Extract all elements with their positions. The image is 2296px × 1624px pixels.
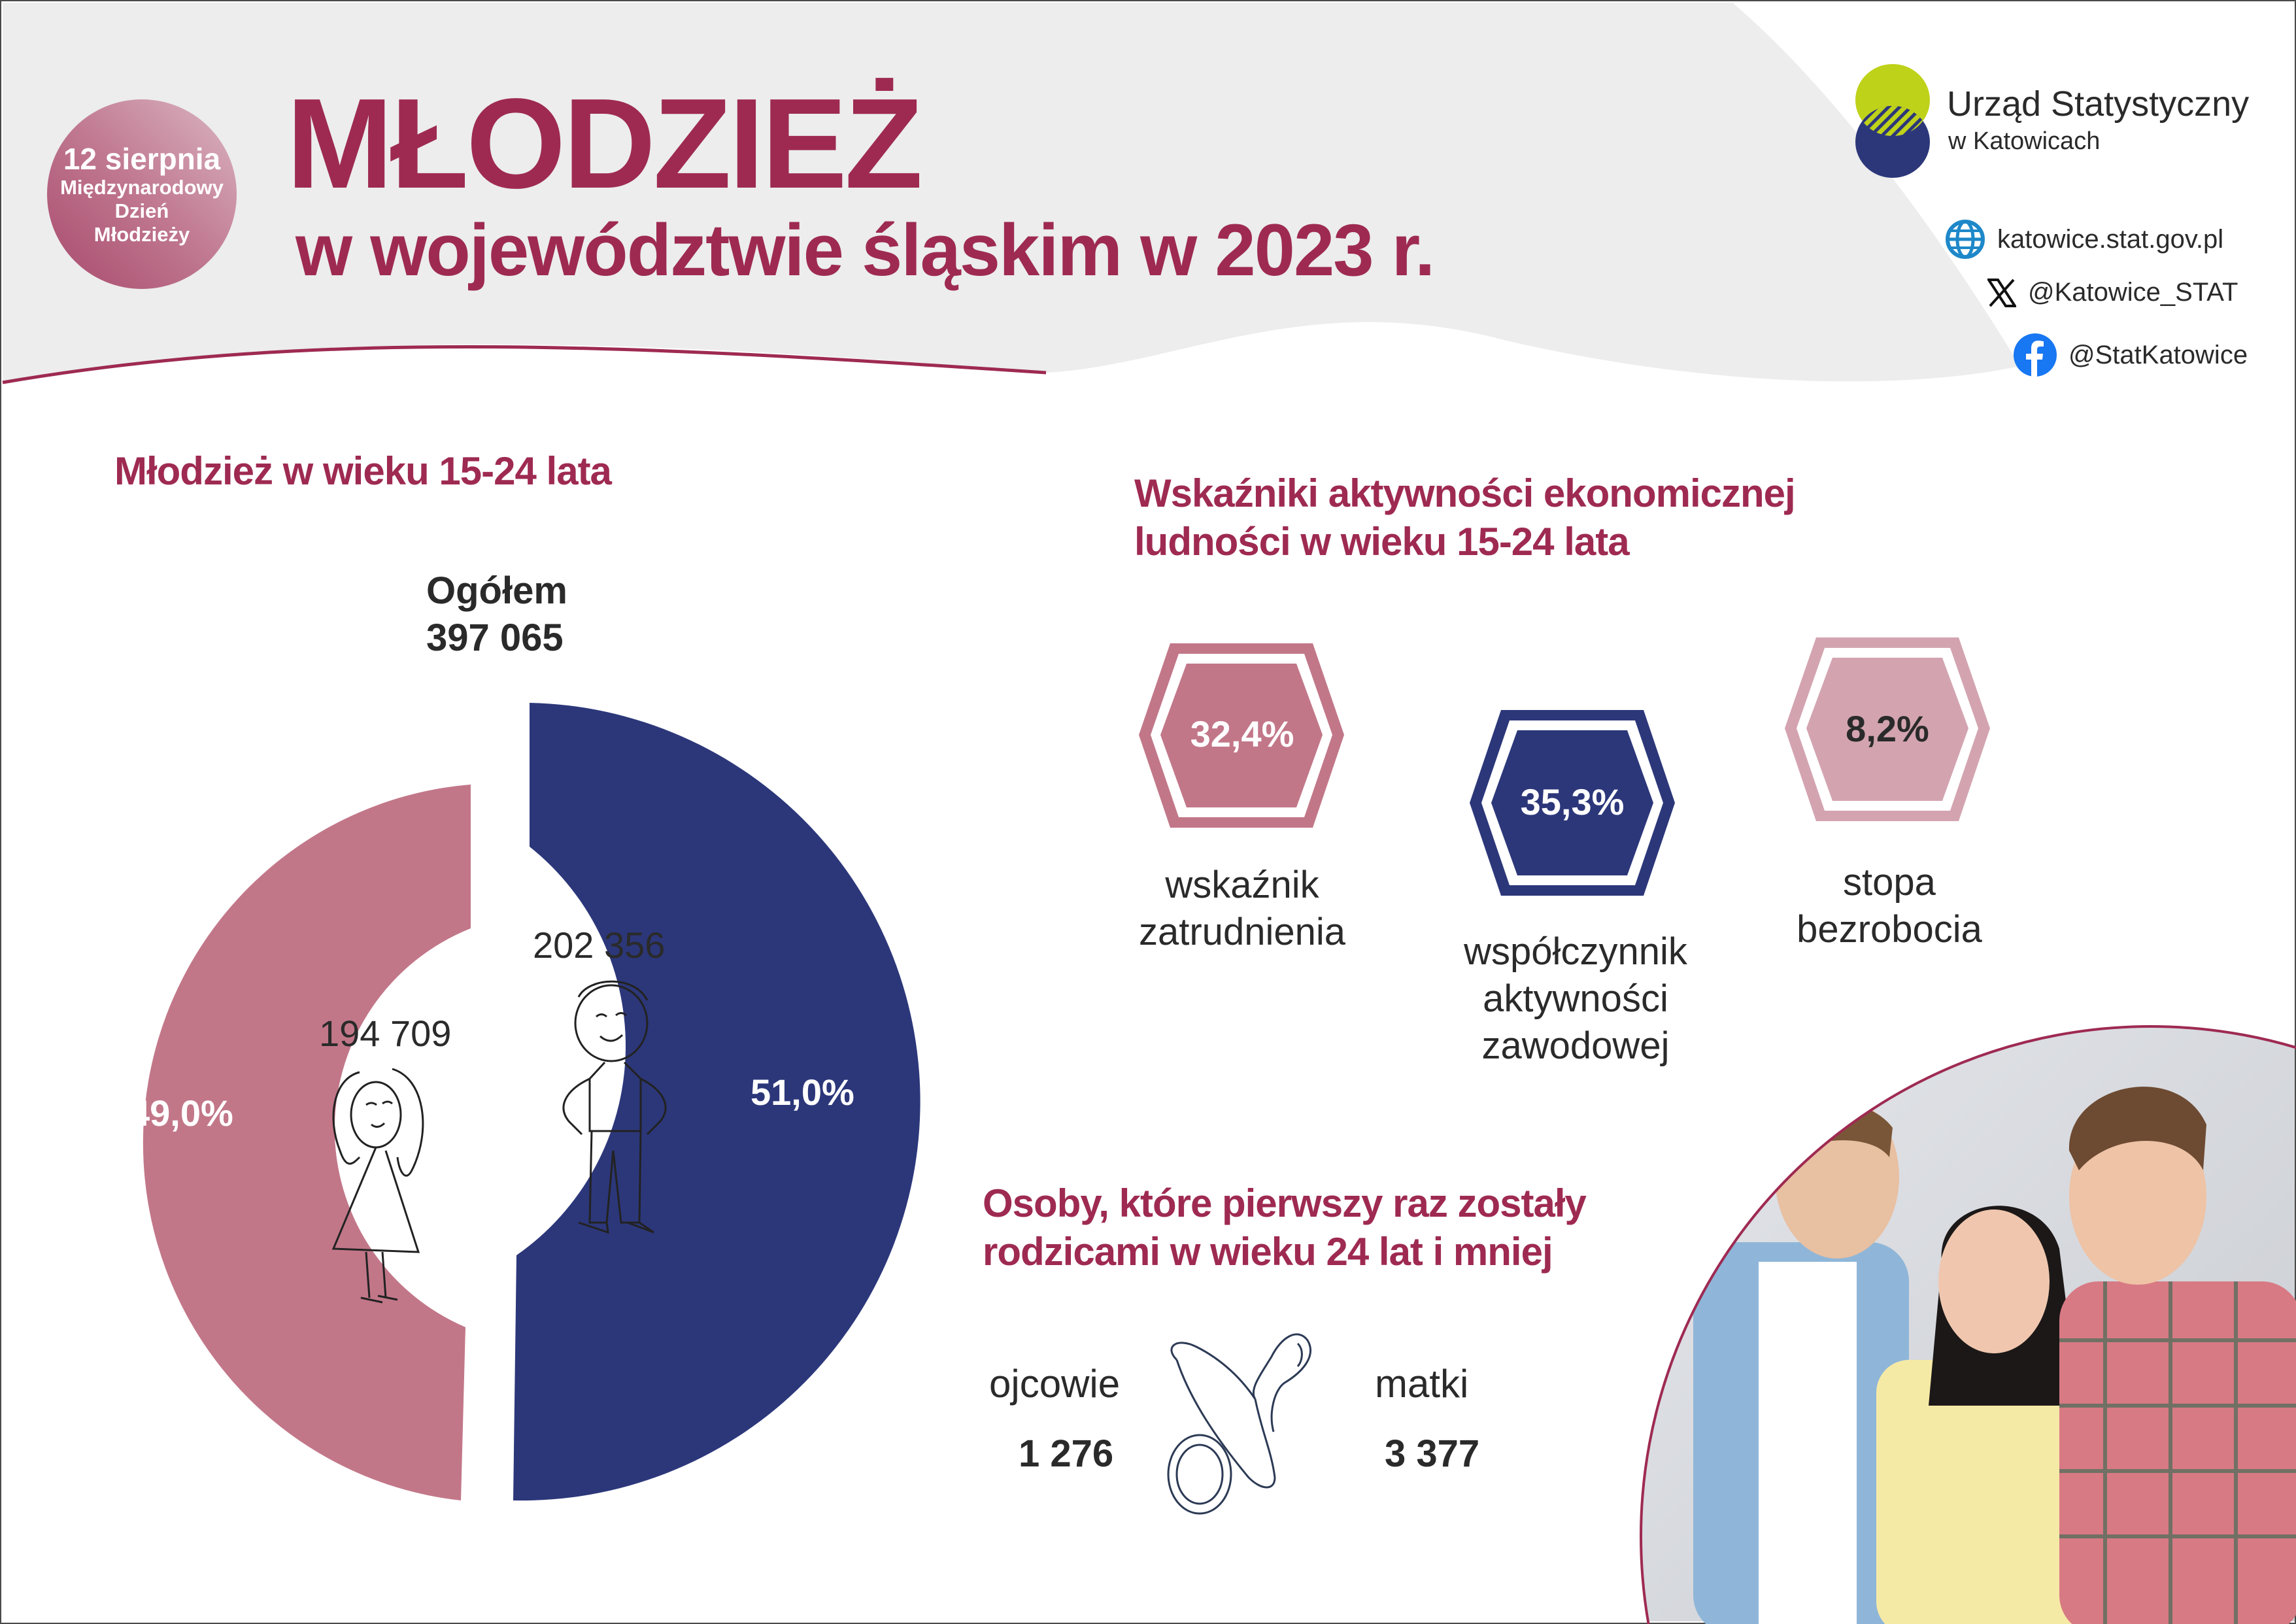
badge-line: Międzynarodowy [60, 176, 224, 199]
badge-line: Młodzieży [93, 223, 190, 246]
logo-city: w Katowicach [1948, 127, 2101, 155]
girl-illustration-icon [331, 1068, 424, 1304]
economic-heading-line: ludności w wieku 15-24 lata [1134, 520, 1630, 564]
employment-hex-icon [1139, 643, 1344, 828]
x-twitter-icon [1987, 278, 2016, 307]
twitter-link[interactable]: @Katowice_STAT [1987, 278, 2238, 307]
total-value: 397 065 [426, 617, 564, 659]
men-value: 202 356 [533, 924, 666, 966]
mothers-label: matki [1375, 1362, 1469, 1406]
parents-heading-line: Osoby, które pierwszy raz zostały [983, 1181, 1587, 1225]
boy-illustration-icon [562, 980, 667, 1234]
facebook-link[interactable]: @StatKatowice [2014, 333, 2248, 377]
economic-heading-line: Wskaźniki aktywności ekonomicznej [1134, 471, 1796, 515]
label-line: bezrobocia [1797, 908, 1982, 951]
parents-heading: Osoby, które pierwszy raz zostały rodzic… [983, 1179, 1587, 1276]
fathers-value: 1 276 [1019, 1432, 1114, 1475]
women-share: 49,0% [129, 1092, 233, 1134]
globe-icon [1946, 220, 1985, 259]
label-line: stopa [1843, 861, 1936, 904]
unemployment-value: 8,2% [1846, 708, 1929, 749]
label-line: zatrudnienia [1139, 911, 1345, 953]
total-block: Ogółem 397 065 [426, 567, 567, 662]
economic-heading: Wskaźniki aktywności ekonomicznej ludnoś… [1134, 469, 1796, 566]
website-text: katowice.stat.gov.pl [1997, 224, 2224, 254]
women-segment [143, 785, 471, 1500]
employment-value: 32,4% [1190, 713, 1294, 754]
unemployment-hex-icon [1785, 637, 1990, 821]
pacifier-icon [1167, 1333, 1312, 1515]
activity-hex-icon [1470, 710, 1675, 896]
badge-line: Dzień [114, 199, 169, 222]
facebook-icon [2014, 333, 2057, 377]
label-line: zawodowej [1481, 1024, 1670, 1067]
badge-date: 12 sierpnia [63, 142, 221, 176]
label-line: wskaźnik [1165, 864, 1319, 906]
logo-name: Urząd Statystyczny [1947, 84, 2250, 124]
total-label: Ogółem [426, 569, 567, 612]
page-subtitle: w województwie śląskim w 2023 r. [295, 209, 1435, 291]
page-title: MŁODZIEŻ [286, 72, 923, 215]
activity-value: 35,3% [1520, 781, 1625, 822]
parents-heading-line: rodzicami w wieku 24 lat i mniej [983, 1230, 1553, 1274]
youth-heading: Młodzież w wieku 15-24 lata [114, 449, 612, 493]
activity-label: współczynnik aktywności zawodowej [1428, 928, 1723, 1070]
unemployment-label: stopa bezrobocia [1746, 859, 2033, 953]
men-segment [513, 703, 920, 1501]
women-value: 194 709 [319, 1013, 452, 1054]
facebook-text: @StatKatowice [2068, 340, 2248, 369]
logo-icon [1855, 64, 1930, 178]
label-line: współczynnik [1464, 930, 1687, 973]
men-share: 51,0% [751, 1072, 854, 1113]
twitter-text: @Katowice_STAT [2028, 278, 2238, 307]
day-badge: 12 sierpnia Międzynarodowy Dzień Młodzie… [47, 99, 237, 289]
label-line: aktywności [1483, 977, 1668, 1020]
mothers-value: 3 377 [1385, 1432, 1480, 1475]
employment-label: wskaźnik zatrudnienia [1098, 862, 1386, 956]
website-link[interactable]: katowice.stat.gov.pl [1945, 219, 2223, 260]
fathers-label: ojcowie [989, 1362, 1121, 1406]
